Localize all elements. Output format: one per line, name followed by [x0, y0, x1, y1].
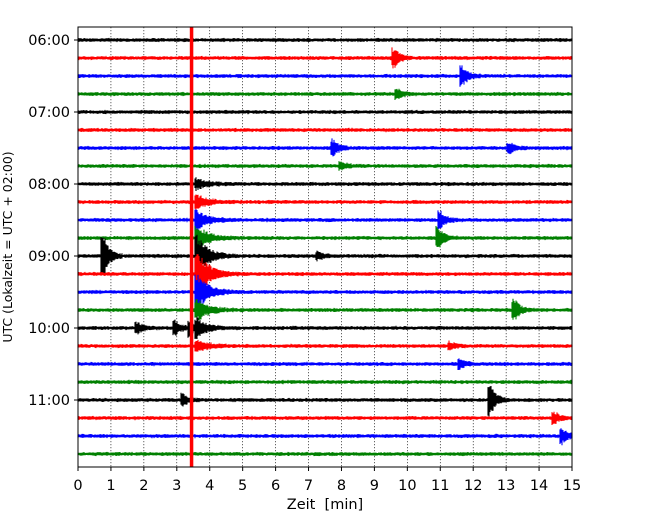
trace-0615 [77, 47, 573, 69]
trace-0945 [77, 298, 573, 323]
x-tick-label-4: 4 [205, 478, 214, 494]
trace-1015 [77, 339, 573, 352]
trace-0600 [77, 37, 573, 43]
trace-1130 [77, 428, 573, 446]
x-tick-label-9: 9 [370, 478, 379, 494]
x-tick-label-8: 8 [337, 478, 346, 494]
trace-0815 [77, 194, 573, 211]
y-tick-label-06:00: 06:00 [28, 33, 70, 49]
x-axis-label: Zeit [min] [287, 497, 363, 513]
x-tick-label-2: 2 [139, 478, 148, 494]
x-tick-label-14: 14 [530, 478, 548, 494]
y-axis-label: UTC (Lokalzeit = UTC + 02:00) [0, 151, 15, 342]
y-tick-label-07:00: 07:00 [28, 105, 70, 121]
y-tick-label-09:00: 09:00 [28, 249, 70, 265]
trace-1145 [77, 451, 573, 457]
x-tick-label-11: 11 [431, 478, 449, 494]
x-tick-label-0: 0 [73, 478, 82, 494]
x-tick-label-13: 13 [497, 478, 515, 494]
trace-0645 [77, 88, 573, 100]
x-tick-label-5: 5 [238, 478, 247, 494]
y-axis: 06:00 07:00 08:00 09:00 10:00 11:00 [28, 33, 78, 409]
x-tick-label-7: 7 [304, 478, 313, 494]
x-tick-label-12: 12 [464, 478, 482, 494]
trace-0845 [77, 226, 573, 253]
y-tick-label-11:00: 11:00 [28, 393, 70, 409]
x-axis: 0 1 2 3 4 5 6 7 8 9 10 11 12 13 14 15 [73, 467, 581, 494]
trace-1115 [77, 411, 573, 425]
y-tick-label-08:00: 08:00 [28, 177, 70, 193]
trace-0800 [77, 177, 573, 191]
trace-0745 [77, 161, 573, 171]
trace-0900 [77, 234, 573, 277]
trace-1030 [77, 358, 573, 370]
trace-0930 [77, 274, 573, 313]
trace-0830 [77, 209, 573, 231]
x-tick-label-15: 15 [563, 478, 581, 494]
plot-frame [77, 26, 573, 468]
x-tick-label-6: 6 [271, 478, 280, 494]
x-tick-label-10: 10 [398, 478, 416, 494]
trace-0630 [77, 65, 573, 87]
trace-1045 [77, 379, 573, 385]
x-tick-label-3: 3 [172, 478, 181, 494]
seismogram-traces [77, 37, 573, 457]
trace-1100 [77, 386, 573, 417]
gridlines [110, 27, 540, 467]
trace-0715 [77, 127, 573, 133]
trace-0730 [77, 138, 573, 157]
y-tick-label-10:00: 10:00 [28, 321, 70, 337]
trace-0700 [77, 109, 573, 115]
x-tick-label-1: 1 [106, 478, 115, 494]
trace-1000 [77, 316, 573, 339]
